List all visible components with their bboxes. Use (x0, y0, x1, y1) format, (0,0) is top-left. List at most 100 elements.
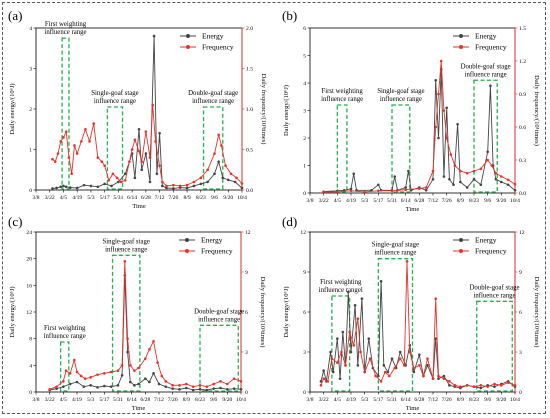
frequency-point (70, 172, 74, 176)
y-right-tick-label: 0.0 (246, 188, 253, 194)
x-tick-label: 5/17 (100, 195, 110, 201)
energy-point (68, 382, 72, 386)
energy-point (442, 175, 446, 178)
frequency-point (465, 384, 469, 387)
frequency-point (160, 374, 164, 378)
frequency-point (100, 160, 104, 163)
legend-swatch-marker (186, 45, 190, 49)
y-left-tick-label: 9 (303, 270, 306, 276)
frequency-point (479, 167, 483, 171)
energy-point (144, 377, 147, 380)
frequency-point (459, 169, 462, 173)
y-left-axis-label: Daily energy/(10⁶J) (9, 83, 16, 134)
energy-point (148, 180, 152, 184)
energy-point (116, 384, 120, 387)
x-tick-label: 6/28 (141, 195, 151, 201)
energy-point (171, 387, 174, 390)
x-tick-label: 8/9 (457, 198, 464, 204)
x-tick-label: 7/12 (428, 397, 438, 403)
energy-point (341, 330, 345, 334)
energy-point (199, 182, 203, 186)
energy-point (434, 78, 438, 82)
frequency-point (109, 370, 113, 374)
energy-point (412, 370, 416, 374)
energy-point (226, 388, 229, 391)
energy-point (161, 184, 164, 188)
influence-region-label: influence range (374, 250, 416, 257)
energy-point (329, 350, 332, 354)
frequency-point (235, 176, 238, 180)
x-tick-label: 7/26 (168, 195, 178, 201)
y-left-tick-label: 2 (303, 136, 306, 142)
influence-region-label: Single-goaf stage (103, 238, 150, 245)
x-tick-label: 9/20 (222, 397, 232, 403)
energy-point (64, 185, 68, 189)
y-left-tick-label: 12 (300, 230, 306, 236)
frequency-point (240, 182, 244, 185)
x-tick-label: 3/8 (306, 397, 313, 403)
frequency-point (379, 380, 383, 383)
influence-region-label: First weighting (320, 279, 362, 286)
frequency-point (404, 188, 407, 191)
legend-swatch-marker (459, 238, 463, 242)
frequency-point (75, 152, 79, 155)
frequency-point (115, 176, 119, 180)
energy-point (51, 187, 54, 190)
energy-point (89, 184, 93, 188)
frequency-point (426, 357, 429, 360)
energy-point (349, 350, 353, 354)
frequency-point (431, 169, 435, 173)
y-left-tick-label: 12 (26, 310, 32, 316)
frequency-point (130, 148, 134, 151)
frequency-point (205, 385, 209, 388)
x-axis-label: Time (132, 405, 146, 412)
legend-entry-energy: Energy (201, 236, 223, 245)
frequency-point (75, 370, 79, 374)
energy-point (456, 122, 459, 126)
x-tick-label: 6/28 (414, 397, 424, 403)
x-tick-label: 8/9 (183, 195, 190, 201)
panel-label: (d) (282, 214, 297, 229)
frequency-point (368, 357, 372, 360)
frequency-point (486, 158, 489, 162)
frequency-point (220, 144, 223, 147)
frequency-point (140, 160, 144, 163)
energy-point (213, 172, 216, 176)
frequency-point (336, 361, 339, 364)
frequency-point (322, 190, 325, 194)
energy-point (506, 183, 510, 187)
energy-point (472, 177, 476, 181)
frequency-point (374, 374, 377, 378)
frequency-point (506, 381, 510, 384)
legend-entry-energy: Energy (475, 236, 497, 245)
y-left-tick-label: 4 (29, 363, 32, 369)
frequency-point (500, 175, 503, 178)
y-left-tick-label: 3 (303, 109, 306, 115)
energy-point (103, 182, 106, 186)
y-left-axis-label: Daily energy/(10⁶J) (283, 85, 290, 136)
y-left-tick-label: 0 (29, 188, 32, 194)
x-tick-label: 10/4 (237, 195, 247, 201)
frequency-point (62, 136, 65, 139)
x-tick-label: 6/14 (401, 397, 411, 403)
frequency-point (158, 164, 161, 167)
frequency-point (107, 178, 111, 182)
legend-entry-energy: Energy (475, 32, 497, 41)
influence-region-label: influence range (321, 96, 363, 103)
x-tick-label: 3/8 (32, 195, 39, 201)
energy-point (437, 136, 440, 140)
x-tick-label: 7/26 (442, 198, 452, 204)
energy-point (494, 177, 498, 181)
x-tick-label: 6/14 (127, 195, 137, 201)
energy-point (479, 183, 483, 187)
energy-point (198, 388, 202, 391)
y-right-tick-label: 12 (519, 230, 525, 236)
y-right-tick-label: 0.0 (519, 191, 526, 197)
frequency-point (73, 144, 76, 147)
energy-point (140, 168, 144, 172)
frequency-point (148, 156, 152, 159)
frequency-point (387, 374, 391, 378)
energy-point (109, 385, 113, 388)
frequency-point (185, 183, 189, 187)
frequency-point (434, 125, 438, 129)
